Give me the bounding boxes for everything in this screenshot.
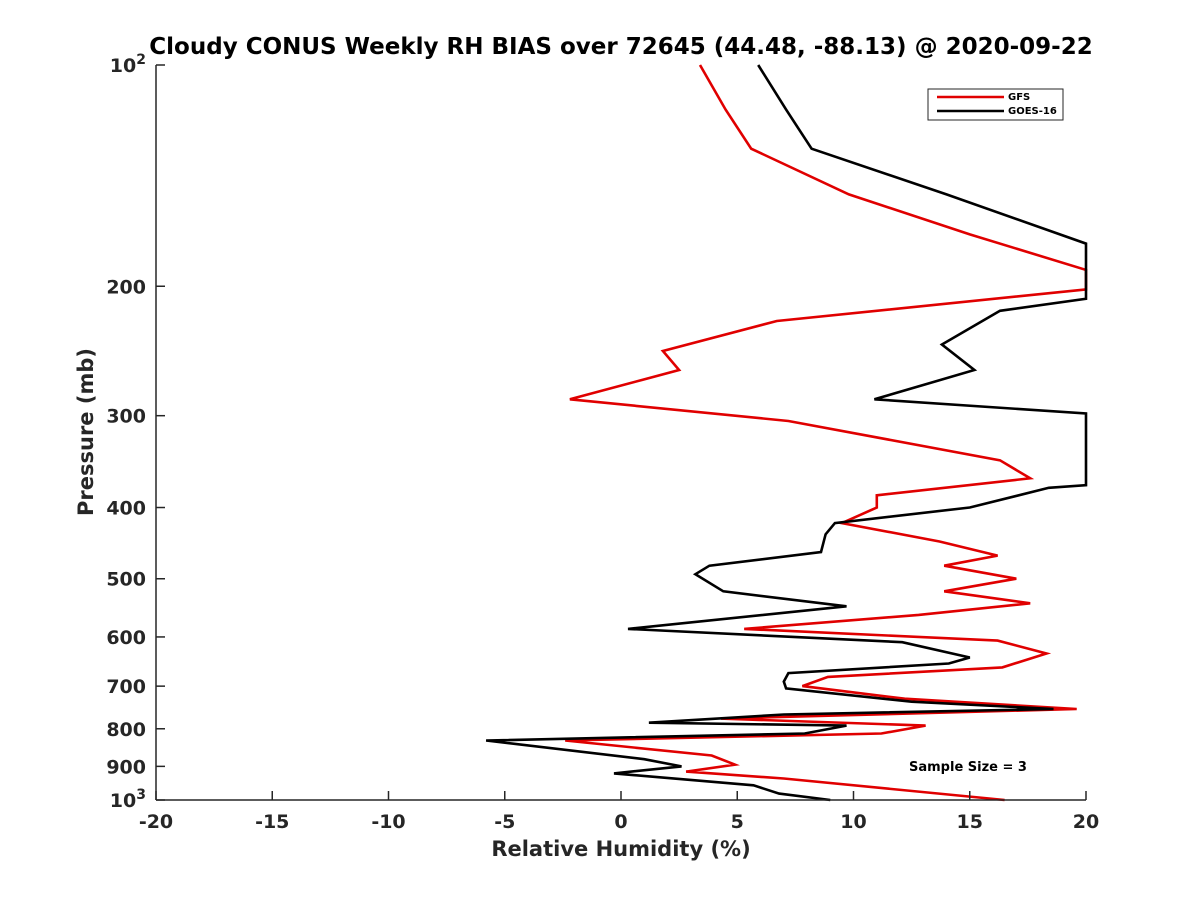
y-tick-label: 900 — [106, 756, 146, 778]
series-layer — [485, 64, 1088, 802]
y-tick-label: 700 — [106, 676, 146, 698]
y-tick-label: 800 — [106, 719, 146, 741]
x-tick-label: -10 — [371, 811, 405, 833]
y-axis-label: Pressure (mb) — [74, 348, 98, 516]
series-line-gfs — [565, 64, 1088, 802]
y-tick-label: 103 — [110, 787, 146, 812]
x-tick-label: 15 — [957, 811, 983, 833]
y-tick-label: 500 — [106, 569, 146, 591]
y-tick-label: 300 — [106, 406, 146, 428]
chart-title: Cloudy CONUS Weekly RH BIAS over 72645 (… — [149, 34, 1092, 60]
x-tick-label: 10 — [840, 811, 866, 833]
x-axis-label: Relative Humidity (%) — [491, 837, 750, 861]
legend: GFS GOES-16 — [927, 88, 1064, 121]
y-axis-ticks: 102 200 300 400 500 600 700 800 900 103 — [106, 52, 165, 812]
x-tick-label: -20 — [139, 811, 173, 833]
y-tick-label: 600 — [106, 627, 146, 649]
x-tick-label: 5 — [731, 811, 744, 833]
legend-label-goes-16: GOES-16 — [1008, 106, 1057, 117]
x-tick-label: -5 — [494, 811, 515, 833]
x-axis-ticks: -20 -15 -10 -5 0 5 10 15 20 — [139, 791, 1099, 833]
legend-label-gfs: GFS — [1008, 92, 1030, 103]
sample-size-annotation: Sample Size = 3 — [909, 760, 1027, 775]
y-tick-label: 200 — [106, 276, 146, 298]
x-tick-label: -15 — [255, 811, 289, 833]
series-line-goes-16 — [485, 64, 1088, 802]
y-tick-label: 102 — [110, 52, 146, 77]
plot-area — [156, 65, 1086, 800]
x-tick-label: 20 — [1073, 811, 1099, 833]
x-tick-label: 0 — [614, 811, 627, 833]
legend-box — [927, 88, 1064, 121]
y-tick-label: 400 — [106, 498, 146, 520]
